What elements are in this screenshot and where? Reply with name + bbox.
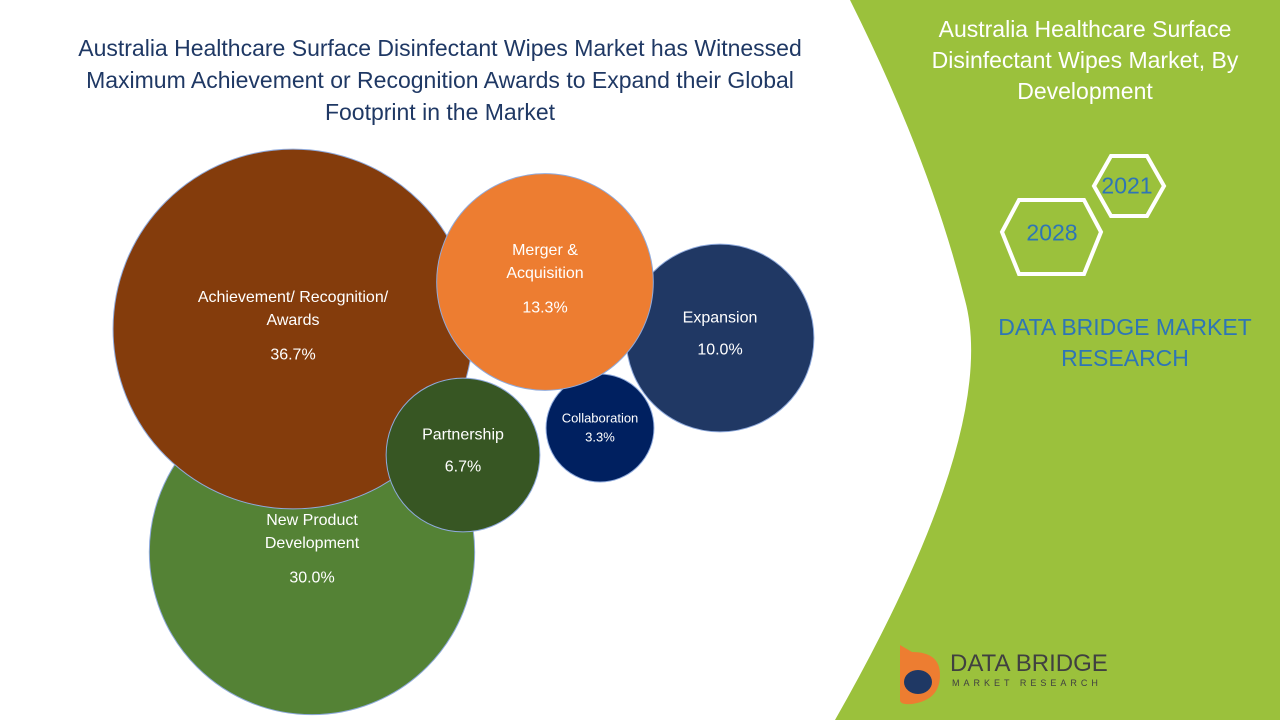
bubble-label: Expansion <box>682 309 758 327</box>
value-label: 10.0% <box>697 341 743 359</box>
logo-icon <box>904 670 932 694</box>
value-label: 6.7% <box>444 458 482 476</box>
logo-tagline: MARKET RESEARCH <box>952 678 1102 688</box>
brand: DATA BRIDGE MARKET RESEARCH <box>998 314 1252 371</box>
value-label: 3.3% <box>585 429 615 445</box>
chart-title: Australia Healthcare Surface Disinfectan… <box>78 35 802 125</box>
value-label: 36.7% <box>270 346 316 364</box>
side-panel <box>835 0 1280 720</box>
value-label: 13.3% <box>522 299 568 317</box>
year: 2028 <box>1026 219 1078 246</box>
logo-name: DATA BRIDGE <box>950 650 1108 677</box>
bubble-label: Merger & Acquisition <box>506 242 584 282</box>
hexagon <box>999 198 1104 276</box>
bubble <box>385 377 541 533</box>
bubble-label: New Product Development <box>264 512 360 552</box>
bubble-label: Achievement/ Recognition/ Awards <box>197 289 389 329</box>
year: 2021 <box>1101 172 1153 199</box>
value-label: 30.0% <box>289 569 335 587</box>
hexagon <box>1091 154 1167 218</box>
bubble-label: Collaboration <box>561 410 639 426</box>
bubble-label: Partnership <box>422 426 504 444</box>
side-title: Australia Healthcare Surface Disinfectan… <box>931 16 1239 104</box>
bubble <box>436 173 654 391</box>
